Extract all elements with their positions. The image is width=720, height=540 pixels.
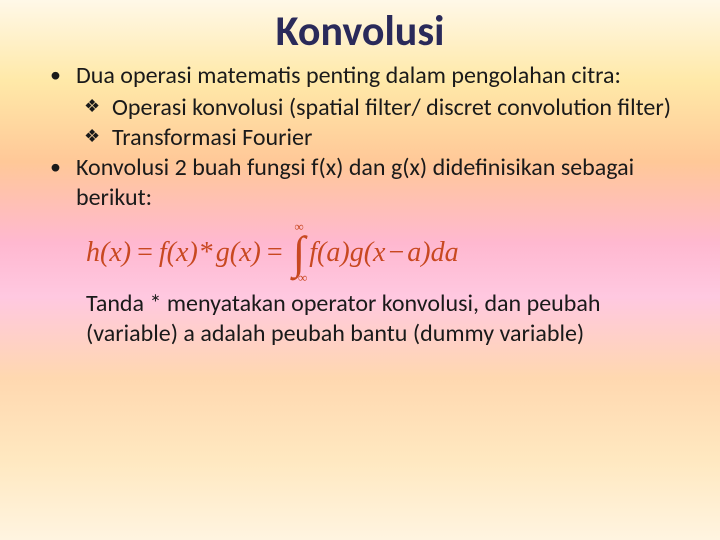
formula-rp: ) [252,235,261,270]
formula-x: x [239,235,251,270]
closing-text: Tanda * menyatakan operator konvolusi, d… [86,289,680,349]
bullet-marker: • [50,153,76,213]
sub-item: ❖ Operasi konvolusi (spatial filter/ dis… [84,93,680,123]
formula-eq: = [137,235,153,270]
formula-rp: ) [122,235,131,270]
bullet-item: • Dua operasi matematis penting dalam pe… [50,61,680,91]
formula-star: * [200,235,214,270]
integral-lower: −∞ [291,272,308,284]
formula-da: da [431,235,459,270]
formula-g: g [350,235,364,270]
sub-text: Operasi konvolusi (spatial filter/ discr… [112,93,680,123]
bullet-text: Konvolusi 2 buah fungsi f(x) dan g(x) di… [76,153,680,213]
formula-lp: ( [167,235,176,270]
bullet-item: • Konvolusi 2 buah fungsi f(x) dan g(x) … [50,153,680,213]
diamond-marker-icon: ❖ [84,93,112,123]
diamond-marker-icon: ❖ [84,123,112,153]
formula-a: a [326,235,340,270]
sub-text: Transformasi Fourier [112,123,680,153]
formula-lp: ( [317,235,326,270]
convolution-formula: h(x) = f(x)*g(x) = ∞ ∫ −∞ f(a)g(x−a)da [86,221,680,283]
slide-title: Konvolusi [0,0,720,61]
bullet-marker: • [50,61,76,91]
formula-lp: ( [364,235,373,270]
formula-rp: ) [421,235,430,270]
formula-x: x [109,235,121,270]
formula-lp: ( [100,235,109,270]
sub-item: ❖ Transformasi Fourier [84,123,680,153]
formula-f: f [309,235,317,270]
formula-eq: = [267,235,283,270]
slide-content: • Dua operasi matematis penting dalam pe… [0,61,720,349]
formula-x: x [373,235,385,270]
formula-rp: ) [340,235,349,270]
integral-symbol: ∫ [293,233,306,272]
formula-x: x [176,235,188,270]
bullet-text: Dua operasi matematis penting dalam peng… [76,61,680,91]
formula-lp: ( [230,235,239,270]
formula-minus: − [388,235,404,270]
formula-h: h [86,235,100,270]
formula-g: g [216,235,230,270]
integral-icon: ∞ ∫ −∞ [291,221,308,283]
formula-rp: ) [188,235,197,270]
formula-a: a [407,235,421,270]
formula-f: f [159,235,167,270]
